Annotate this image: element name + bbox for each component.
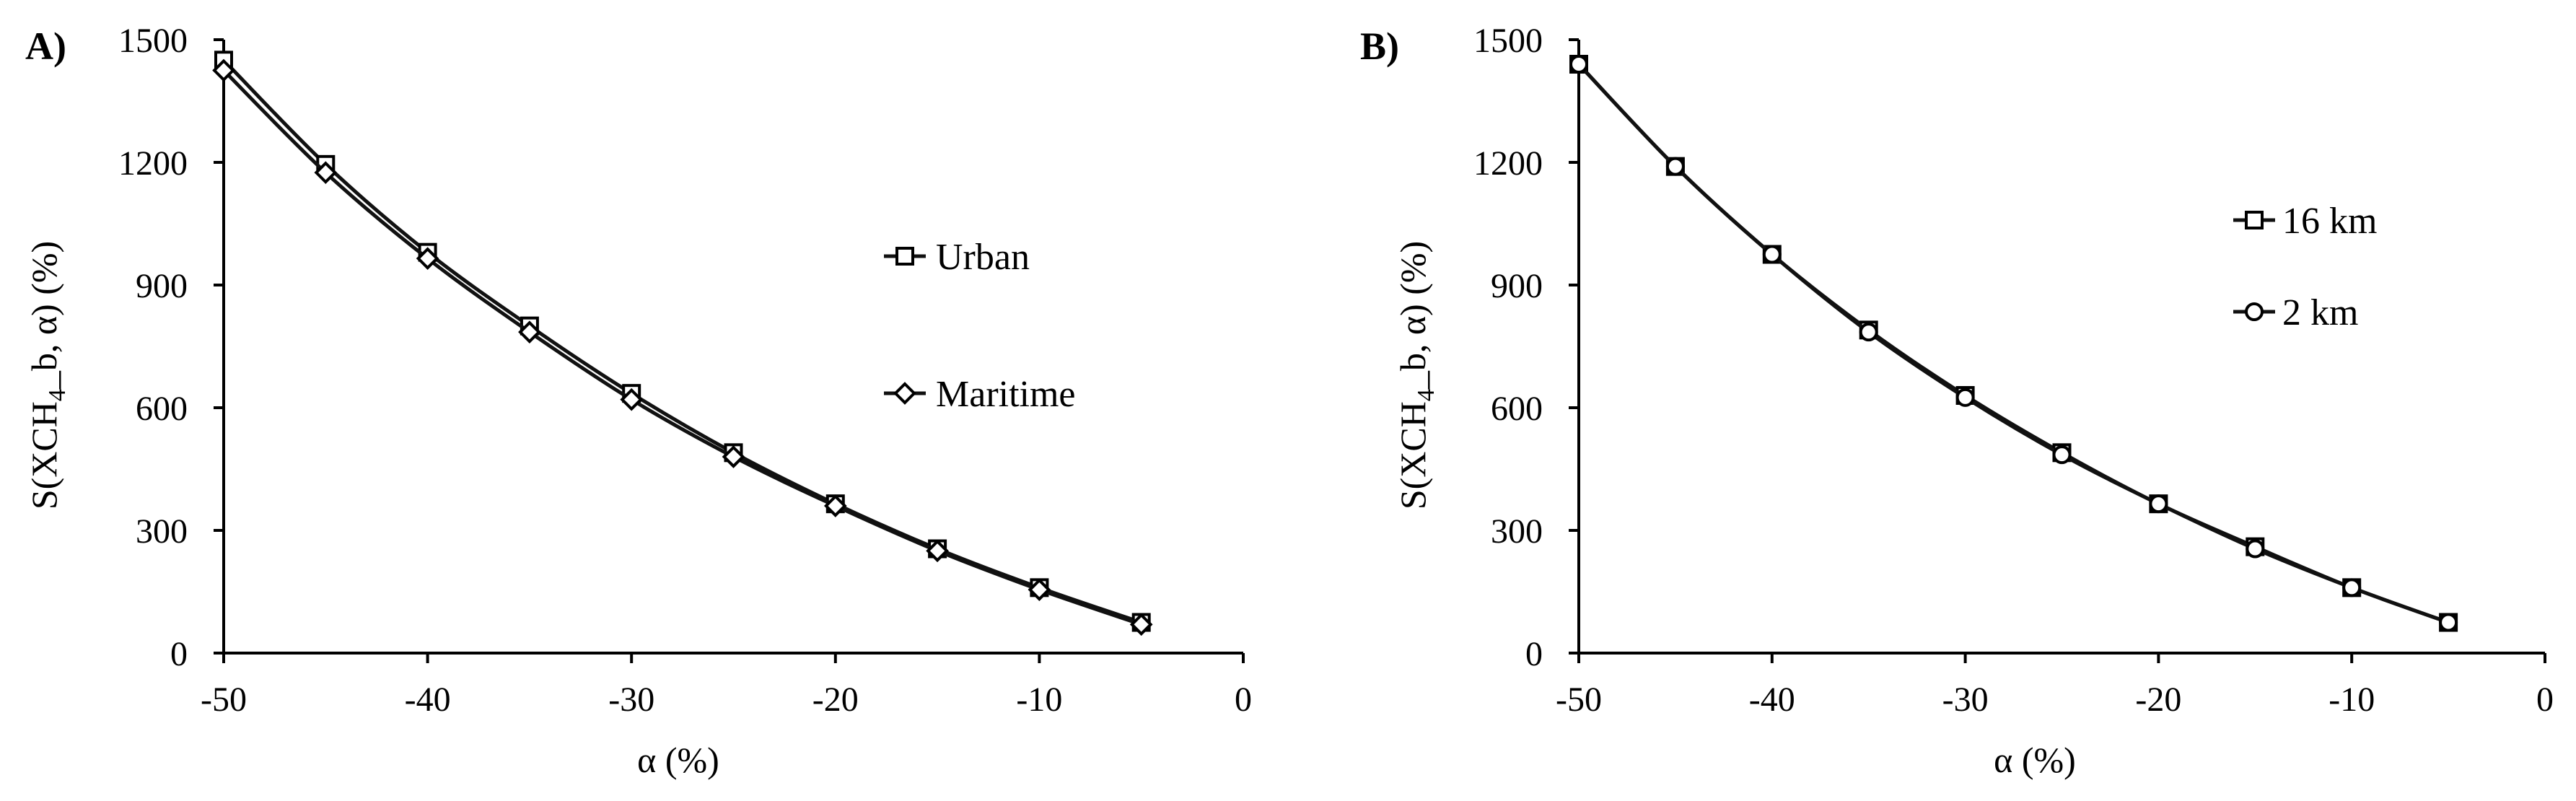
data-point-2-km (2149, 494, 2168, 514)
y-tick-label-b: 600 (1491, 390, 1543, 428)
series-line-16-km (1577, 63, 2449, 624)
x-axis-title-a: α (%) (637, 740, 719, 780)
y-axis-title-a: S(XCH4_b, α) (%) (24, 241, 71, 509)
series-line-maritime (222, 69, 1142, 626)
panel-label-a: A) (25, 25, 66, 68)
y-tick-label-a: 1500 (118, 22, 188, 60)
data-point-maritime (212, 58, 235, 82)
panel-label-b: B) (1360, 25, 1399, 68)
data-point-2-km (1762, 245, 1782, 264)
x-tick-label-a: 0 (1235, 680, 1252, 719)
data-point-2-km (2342, 578, 2362, 598)
y-axis-title-b: S(XCH4_b, α) (%) (1393, 241, 1440, 509)
y-tick-label-a: 900 (136, 267, 188, 305)
legend-marker-urban (895, 247, 914, 266)
x-tick-label-b: -30 (1942, 680, 1989, 719)
y-tick-label-b: 900 (1491, 267, 1543, 305)
x-tick-label-b: -20 (2135, 680, 2181, 719)
y-tick-label-b: 1500 (1473, 22, 1543, 60)
data-point-maritime (722, 445, 745, 468)
legend-label-maritime: Maritime (936, 374, 1076, 415)
series-line-urban (222, 58, 1142, 624)
data-point-maritime (1028, 578, 1051, 601)
data-point-2-km (2439, 613, 2458, 632)
legend-marker-16-km (2245, 211, 2264, 229)
data-point-maritime (926, 539, 949, 563)
legend-label-2-km: 2 km (2282, 292, 2358, 333)
data-point-maritime (823, 494, 847, 517)
legend-label-urban: Urban (936, 237, 1030, 278)
data-point-2-km (2052, 445, 2072, 465)
y-tick-label-a: 300 (136, 512, 188, 551)
data-point-2-km (1859, 323, 1878, 342)
x-tick-label-b: -10 (2329, 680, 2375, 719)
legend-marker-2-km (2245, 302, 2264, 321)
x-tick-label-a: -30 (608, 680, 654, 719)
y-tick-label-a: 600 (136, 390, 188, 428)
x-axis-title-b: α (%) (1994, 740, 2076, 780)
x-tick-label-a: -50 (201, 680, 247, 719)
legend-label-16-km: 16 km (2282, 201, 2377, 242)
chart-panel-b: B) S(XCH4_b, α) (%) α (%) -50 -40 -30 -20 -1… (1360, 22, 2554, 780)
data-point-maritime (1129, 613, 1153, 636)
y-tick-label-a: 1200 (118, 144, 188, 183)
series-line-2-km (1577, 63, 2449, 624)
y-tick-label-b: 0 (1525, 635, 1543, 673)
x-tick-label-b: -40 (1749, 680, 1795, 719)
legend-marker-maritime (893, 382, 916, 405)
data-point-2-km (2246, 539, 2265, 559)
data-point-maritime (518, 320, 541, 343)
data-point-2-km (1955, 388, 1975, 407)
y-tick-label-a: 0 (170, 635, 188, 673)
data-point-maritime (620, 388, 644, 411)
x-tick-label-a: -10 (1016, 680, 1062, 719)
data-point-maritime (416, 247, 439, 270)
x-tick-label-b: -50 (1556, 680, 1602, 719)
y-tick-label-b: 1200 (1473, 144, 1543, 183)
x-tick-label-b: 0 (2536, 680, 2554, 719)
y-tick-label-b: 300 (1491, 512, 1543, 551)
x-tick-label-a: -40 (405, 680, 451, 719)
data-point-maritime (314, 161, 338, 184)
x-tick-label-a: -20 (812, 680, 859, 719)
data-point-2-km (1569, 55, 1588, 74)
data-point-2-km (1665, 157, 1685, 176)
chart-panel-a: A) S(XCH4_b, α) (%) α (%) -50 -40 -30 -20 -1… (24, 22, 1252, 780)
